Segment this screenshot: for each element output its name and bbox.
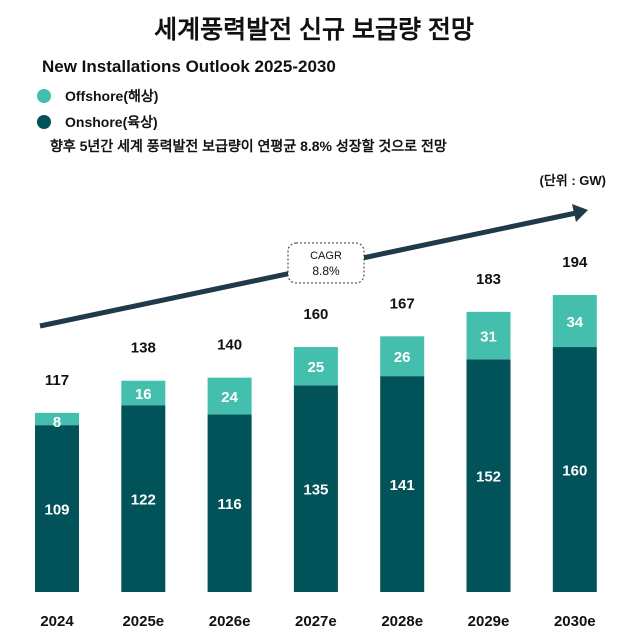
unit-label: (단위 : GW) bbox=[539, 173, 606, 188]
bar-offshore bbox=[121, 380, 166, 406]
x-tick-label: 2029e bbox=[468, 613, 510, 630]
x-tick-label: 2025e bbox=[122, 613, 164, 630]
chart-note: 향후 5년간 세계 풍력발전 보급량이 연평균 8.8% 성장할 것으로 전망 bbox=[50, 138, 447, 154]
cagr-value: 8.8% bbox=[312, 264, 340, 278]
bar-offshore bbox=[380, 336, 425, 377]
offshore-value-label: 25 bbox=[308, 359, 325, 376]
bar-offshore bbox=[466, 311, 511, 360]
bar-onshore bbox=[466, 359, 511, 592]
onshore-value-label: 116 bbox=[217, 496, 241, 513]
bar-onshore bbox=[552, 347, 597, 592]
bar-offshore bbox=[207, 377, 252, 415]
cagr-label: CAGR bbox=[310, 250, 342, 262]
chart-subtitle: New Installations Outlook 2025-2030 bbox=[42, 57, 336, 76]
x-tick-label: 2028e bbox=[381, 613, 423, 630]
total-value-label: 160 bbox=[303, 306, 328, 323]
bar-offshore bbox=[35, 412, 79, 426]
bar-offshore bbox=[552, 295, 597, 348]
offshore-value-label: 16 bbox=[135, 386, 152, 403]
offshore-swatch bbox=[37, 89, 51, 103]
bar-onshore bbox=[35, 425, 79, 592]
chart-title: 세계풍력발전 신규 보급량 전망 bbox=[154, 16, 474, 44]
onshore-value-label: 122 bbox=[131, 492, 156, 509]
bar-onshore bbox=[121, 405, 166, 592]
legend-onshore: Onshore(육상) bbox=[37, 112, 158, 132]
total-value-label: 117 bbox=[45, 372, 69, 389]
onshore-value-label: 152 bbox=[476, 469, 501, 486]
legend-onshore-label: Onshore(육상) bbox=[65, 114, 158, 130]
bar-onshore bbox=[293, 385, 338, 592]
cagr-arrowhead bbox=[572, 204, 588, 222]
total-value-label: 167 bbox=[390, 295, 415, 312]
x-tick-label: 2024 bbox=[40, 613, 74, 630]
x-tick-label: 2027e bbox=[295, 613, 337, 630]
onshore-value-label: 141 bbox=[390, 477, 415, 494]
onshore-value-label: 109 bbox=[44, 502, 69, 519]
bar-offshore bbox=[293, 347, 338, 386]
offshore-value-label: 31 bbox=[480, 329, 497, 346]
offshore-value-label: 24 bbox=[221, 389, 238, 406]
total-value-label: 183 bbox=[476, 271, 501, 288]
onshore-value-label: 160 bbox=[562, 463, 587, 480]
x-tick-label: 2030e bbox=[554, 613, 596, 630]
onshore-swatch bbox=[37, 115, 51, 129]
total-value-label: 138 bbox=[131, 340, 156, 357]
offshore-value-label: 34 bbox=[566, 314, 583, 331]
bar-onshore bbox=[207, 414, 252, 592]
x-tick-label: 2026e bbox=[209, 613, 251, 630]
bar-onshore bbox=[380, 376, 425, 592]
offshore-value-label: 26 bbox=[394, 349, 411, 366]
legend-offshore-label: Offshore(해상) bbox=[65, 88, 159, 104]
cagr-box bbox=[287, 242, 365, 284]
total-value-label: 194 bbox=[562, 254, 588, 271]
total-value-label: 140 bbox=[217, 337, 242, 354]
offshore-value-label: 8 bbox=[53, 414, 61, 431]
onshore-value-label: 135 bbox=[303, 482, 328, 499]
legend-offshore: Offshore(해상) bbox=[37, 86, 158, 106]
